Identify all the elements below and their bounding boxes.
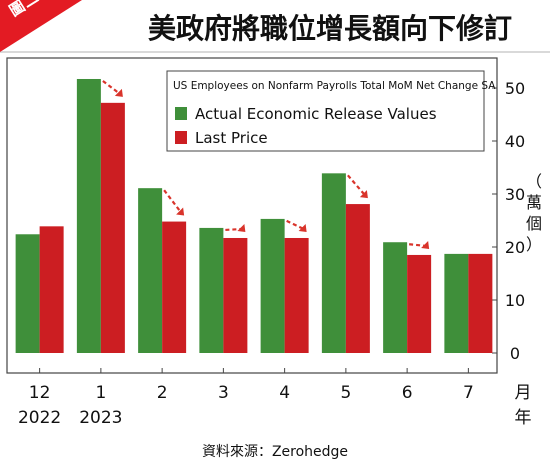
- bar-actual: [321, 173, 346, 353]
- revision-arrow-head: [421, 240, 430, 249]
- revision-arrow-head: [114, 88, 123, 97]
- bar-actual: [260, 218, 285, 353]
- plot-frame: [6, 57, 498, 374]
- x-unit-label: 月: [515, 383, 532, 403]
- x-tick-label-month: 3: [218, 383, 229, 403]
- x-tick-label-month: 12: [29, 383, 51, 403]
- x-tick-label-month: 4: [279, 383, 290, 403]
- revision-arrow-head: [176, 207, 185, 216]
- revision-arrow-head: [359, 190, 368, 199]
- bar-last-price: [284, 237, 309, 353]
- bar-actual: [199, 227, 224, 353]
- y-tick-label: 30: [505, 185, 525, 204]
- x-tick-label-month: 1: [95, 383, 106, 403]
- bar-actual: [444, 253, 469, 353]
- x-tick-label-month: 2: [157, 383, 168, 403]
- bar-actual: [383, 242, 408, 353]
- x-tick-label-month: 7: [463, 383, 474, 403]
- bar-last-price: [407, 254, 432, 353]
- y-tick-label: 50: [505, 79, 525, 98]
- legend-label: Last Price: [195, 129, 268, 147]
- y-unit-label: 個: [526, 214, 542, 233]
- revision-arrow-head: [298, 223, 307, 232]
- bar-last-price: [223, 237, 248, 353]
- source-note: 資料來源：Zerohedge: [201, 444, 349, 460]
- y-tick-label: 40: [505, 132, 525, 151]
- legend-swatch: [175, 131, 187, 144]
- revision-arrow-shaft: [347, 174, 366, 196]
- revision-arrow-shaft: [409, 243, 427, 248]
- y-tick-label: 10: [505, 291, 525, 310]
- legend-title: US Employees on Nonfarm Payrolls Total M…: [173, 80, 496, 92]
- bar-actual: [76, 78, 101, 354]
- legend-box: [166, 70, 485, 152]
- bar-last-price: [345, 204, 370, 353]
- bar-last-price: [162, 221, 187, 353]
- x-tick-label-year: 2022: [18, 408, 61, 428]
- y-tick-label: 0: [510, 344, 520, 363]
- chart-title: 美政府將職位增長額向下修訂: [147, 12, 512, 45]
- x-tick-label-year: 2023: [79, 408, 122, 428]
- bar-actual: [138, 188, 163, 353]
- revision-arrow-shaft: [163, 189, 183, 214]
- revision-arrow-shaft: [286, 219, 305, 230]
- y-unit-label: 萬: [526, 193, 542, 212]
- x-unit-label: 年: [515, 408, 532, 428]
- x-tick-label-month: 5: [340, 383, 351, 403]
- y-unit-label: ）: [526, 235, 542, 254]
- y-unit-label: （: [526, 172, 542, 191]
- revision-arrow-shaft: [102, 80, 121, 95]
- legend-swatch: [175, 107, 187, 120]
- y-tick-label: 20: [505, 238, 525, 257]
- legend-label: Actual Economic Release Values: [195, 105, 437, 123]
- bar-actual: [15, 234, 40, 353]
- x-tick-label-month: 6: [402, 383, 413, 403]
- bar-last-price: [39, 226, 64, 353]
- bar-last-price: [100, 102, 125, 353]
- title-bar: [0, 0, 550, 53]
- revision-arrow-head: [237, 223, 246, 232]
- bar-last-price: [468, 253, 493, 353]
